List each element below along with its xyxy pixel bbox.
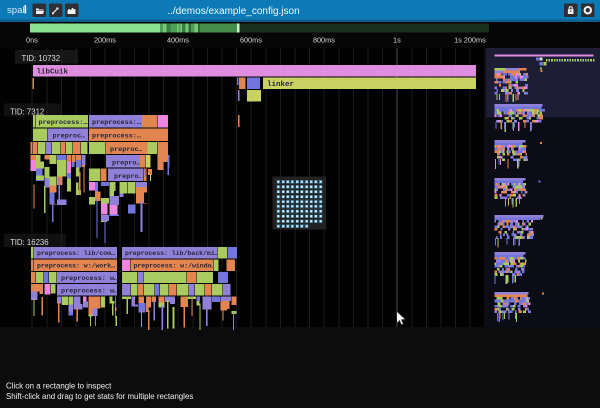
svg-text:0ns: 0ns <box>26 36 38 45</box>
svg-text:TID: 16236: TID: 16236 <box>10 238 49 247</box>
svg-text:prepro…: prepro… <box>114 173 143 181</box>
svg-text:preprocess: w:/work…: preprocess: w:/work… <box>37 263 115 270</box>
svg-text:../demos/example_config.json: ../demos/example_config.json <box>167 6 299 17</box>
svg-text:linker: linker <box>267 81 294 89</box>
svg-text:preprocess: w…: preprocess: w… <box>61 287 118 295</box>
svg-text:preprocess: lib/back/mi…: preprocess: lib/back/mi… <box>125 250 219 257</box>
svg-text:libCuik: libCuik <box>37 68 69 76</box>
svg-text:preprocess: w:/windo…: preprocess: w:/windo… <box>134 263 216 270</box>
svg-text:preproc…: preproc… <box>53 133 86 141</box>
svg-text:preprocess: w…: preprocess: w… <box>61 275 118 283</box>
svg-text:preprocess:…: preprocess:… <box>39 119 88 127</box>
svg-text:preprocess:…: preprocess:… <box>92 133 141 141</box>
svg-text:800ms: 800ms <box>313 36 335 45</box>
svg-text:preproc…: preproc… <box>110 146 143 154</box>
svg-text:600ms: 600ms <box>240 36 262 45</box>
svg-text:preprocess: lib/com…: preprocess: lib/com… <box>37 250 115 257</box>
svg-text:Click on a rectangle to inspec: Click on a rectangle to inspect <box>6 382 112 391</box>
svg-text:200ms: 200ms <box>94 36 116 45</box>
svg-text:spall: spall <box>7 5 27 16</box>
svg-text:1s 200ms: 1s 200ms <box>454 36 486 45</box>
svg-text:TID: 7312: TID: 7312 <box>10 108 44 117</box>
svg-text:TID: 10732: TID: 10732 <box>22 54 61 63</box>
svg-text:preprocess:…: preprocess:… <box>92 119 141 127</box>
svg-text:1s: 1s <box>393 36 401 45</box>
svg-text:prepro…: prepro… <box>112 159 141 167</box>
svg-text:Shift-click and drag to get st: Shift-click and drag to get stats for mu… <box>6 392 193 401</box>
svg-text:400ms: 400ms <box>167 36 189 45</box>
